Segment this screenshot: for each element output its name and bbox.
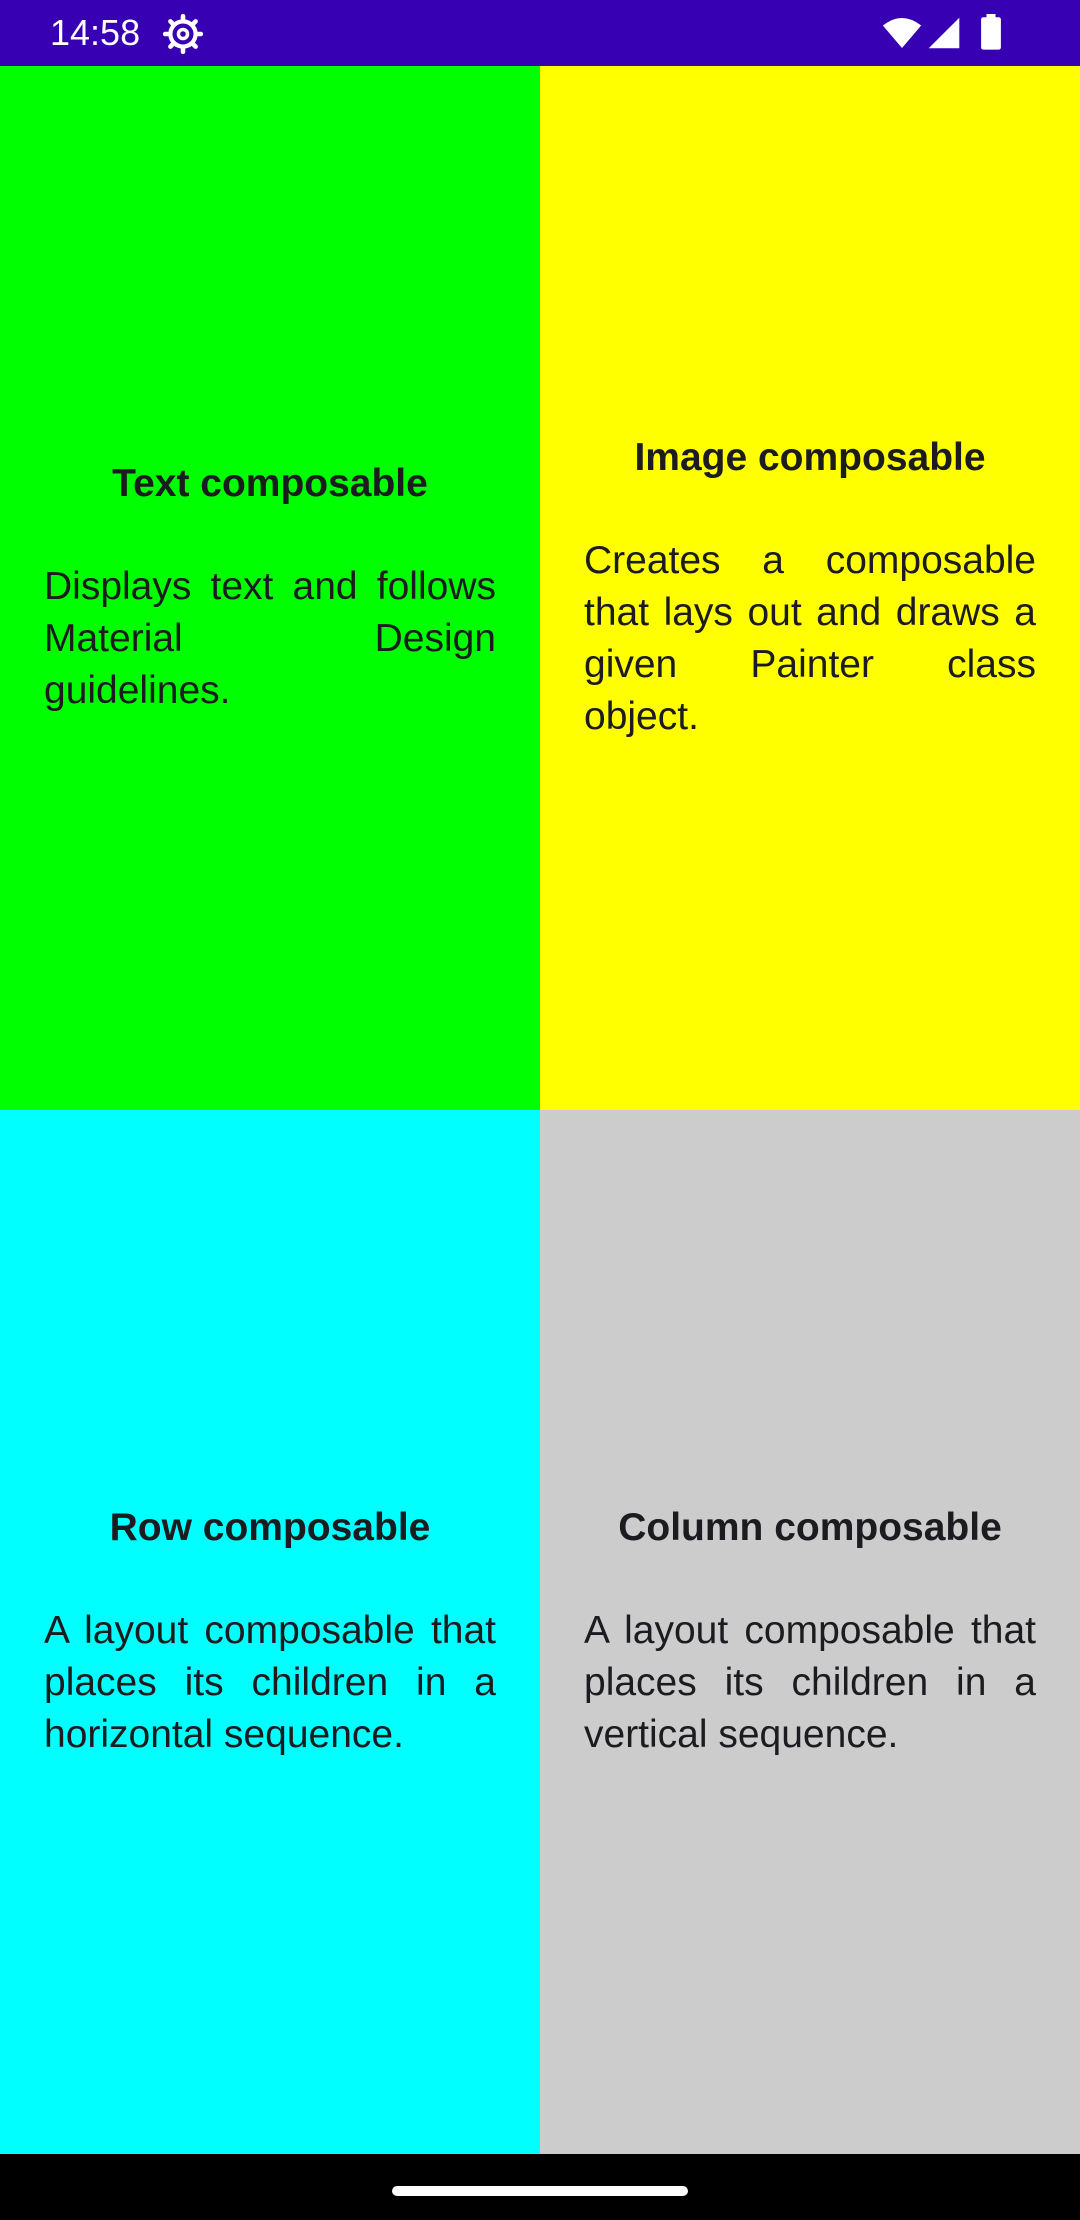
card-description: Displays text and follows Material Desig…	[44, 565, 496, 712]
card-title: Text composable	[112, 462, 428, 505]
status-time: 14:58	[50, 12, 141, 53]
quadrant-grid: Text composable Displays text and follow…	[0, 66, 1080, 2154]
status-bar: 14:58	[0, 0, 1080, 66]
card-image-composable: Image composable Creates a composable th…	[540, 66, 1080, 1110]
card-column-composable: Column composable A layout composable th…	[540, 1110, 1080, 2154]
card-title: Image composable	[634, 436, 986, 479]
settings-icon	[162, 13, 204, 55]
card-row-composable: Row composable A layout composable that …	[0, 1110, 540, 2154]
card-description: A layout composable that places its chil…	[44, 1609, 496, 1756]
battery-icon	[981, 14, 1001, 50]
navigation-bar	[0, 2154, 1080, 2220]
wifi-icon	[882, 18, 922, 48]
card-title: Row composable	[109, 1506, 431, 1549]
card-description: A layout composable that places its chil…	[584, 1609, 1036, 1756]
card-text-composable: Text composable Displays text and follow…	[0, 66, 540, 1110]
signal-icon	[928, 17, 960, 49]
card-title: Column composable	[618, 1506, 1002, 1549]
home-gesture-handle[interactable]	[392, 2186, 688, 2196]
card-description: Creates a composable that lays out and d…	[584, 539, 1036, 738]
